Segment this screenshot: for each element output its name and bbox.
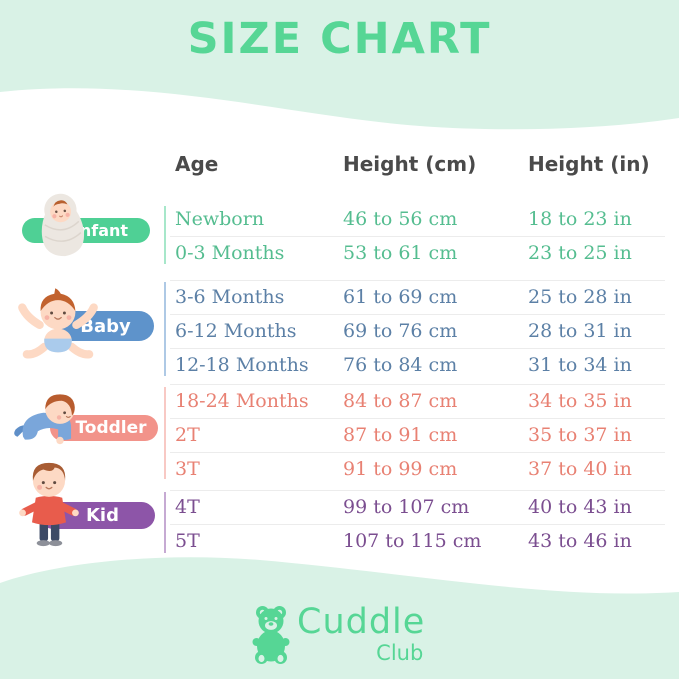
- column-header-height-cm: Height (cm): [343, 152, 477, 176]
- group-pill-label: Toddler: [75, 418, 147, 438]
- height-cm-cell: 91 to 99 cm: [343, 458, 458, 480]
- age-cell: 3-6 Months: [175, 286, 285, 308]
- height-cm-cell: 53 to 61 cm: [343, 242, 458, 264]
- group-accent-line: [164, 492, 166, 553]
- table-row: 3-6 Months 61 to 69 cm 25 to 28 in: [170, 281, 665, 314]
- age-cell: 6-12 Months: [175, 320, 297, 342]
- height-in-cell: 37 to 40 in: [528, 458, 632, 480]
- height-cm-cell: 84 to 87 cm: [343, 390, 458, 412]
- group-kid: 4T 99 to 107 cm 40 to 43 in 5T 107 to 115 cm…: [170, 490, 665, 558]
- table-row: 0-3 Months 53 to 61 cm 23 to 25 in: [170, 236, 665, 270]
- table-row: 3T 91 to 99 cm 37 to 40 in: [170, 452, 665, 486]
- age-cell: 12-18 Months: [175, 354, 309, 376]
- height-in-cell: 34 to 35 in: [528, 390, 632, 412]
- age-cell: 4T: [175, 496, 200, 518]
- brand-logo: Cuddle Club: [251, 604, 425, 666]
- page-title: SIZE CHART: [187, 14, 492, 64]
- brand-subname: Club: [376, 641, 424, 665]
- teddy-bear-icon: [251, 604, 291, 666]
- group-accent-line: [164, 387, 166, 479]
- crawling-toddler-icon: [12, 388, 84, 445]
- table-header-row: Age Height (cm) Height (in): [170, 148, 665, 181]
- height-cm-cell: 99 to 107 cm: [343, 496, 470, 518]
- table-row: 12-18 Months 76 to 84 cm 31 to 34 in: [170, 348, 665, 382]
- height-cm-cell: 107 to 115 cm: [343, 530, 482, 552]
- height-in-cell: 31 to 34 in: [528, 354, 632, 376]
- height-in-cell: 18 to 23 in: [528, 208, 632, 230]
- table-row: 4T 99 to 107 cm 40 to 43 in: [170, 491, 665, 524]
- table-row: 2T 87 to 91 cm 35 to 37 in: [170, 418, 665, 452]
- height-in-cell: 23 to 25 in: [528, 242, 632, 264]
- group-pill-label: Kid: [85, 505, 119, 526]
- group-accent-line: [164, 206, 166, 264]
- group-toddler: 18-24 Months 84 to 87 cm 34 to 35 in 2T 87 t…: [170, 384, 665, 486]
- group-accent-line: [164, 282, 166, 376]
- table-row: 5T 107 to 115 cm 43 to 46 in: [170, 524, 665, 558]
- age-cell: 18-24 Months: [175, 390, 309, 412]
- age-cell: 2T: [175, 424, 200, 446]
- height-cm-cell: 69 to 76 cm: [343, 320, 458, 342]
- table-row: 18-24 Months 84 to 87 cm 34 to 35 in: [170, 385, 665, 418]
- age-cell: 3T: [175, 458, 200, 480]
- height-in-cell: 40 to 43 in: [528, 496, 632, 518]
- height-cm-cell: 46 to 56 cm: [343, 208, 458, 230]
- height-in-cell: 28 to 31 in: [528, 320, 632, 342]
- table-row: Newborn 46 to 56 cm 18 to 23 in: [170, 203, 665, 236]
- swaddled-infant-icon: [24, 187, 100, 263]
- sitting-baby-icon: [14, 283, 102, 365]
- table-row: 6-12 Months 69 to 76 cm 28 to 31 in: [170, 314, 665, 348]
- height-cm-cell: 76 to 84 cm: [343, 354, 458, 376]
- height-cm-cell: 87 to 91 cm: [343, 424, 458, 446]
- age-cell: 5T: [175, 530, 200, 552]
- brand-name: Cuddle: [297, 602, 426, 642]
- group-pill-label: Infant: [73, 221, 129, 240]
- age-cell: 0-3 Months: [175, 242, 285, 264]
- standing-kid-icon: [15, 456, 83, 549]
- age-cell: Newborn: [175, 208, 265, 230]
- column-header-age: Age: [175, 152, 219, 176]
- height-in-cell: 25 to 28 in: [528, 286, 632, 308]
- group-pill-label: Baby: [80, 315, 131, 337]
- column-header-height-in: Height (in): [528, 152, 650, 176]
- height-in-cell: 35 to 37 in: [528, 424, 632, 446]
- group-infant: Newborn 46 to 56 cm 18 to 23 in 0-3 Months 5…: [170, 203, 665, 270]
- height-cm-cell: 61 to 69 cm: [343, 286, 458, 308]
- group-baby: 3-6 Months 61 to 69 cm 25 to 28 in 6-12 Mon…: [170, 280, 665, 382]
- height-in-cell: 43 to 46 in: [528, 530, 632, 552]
